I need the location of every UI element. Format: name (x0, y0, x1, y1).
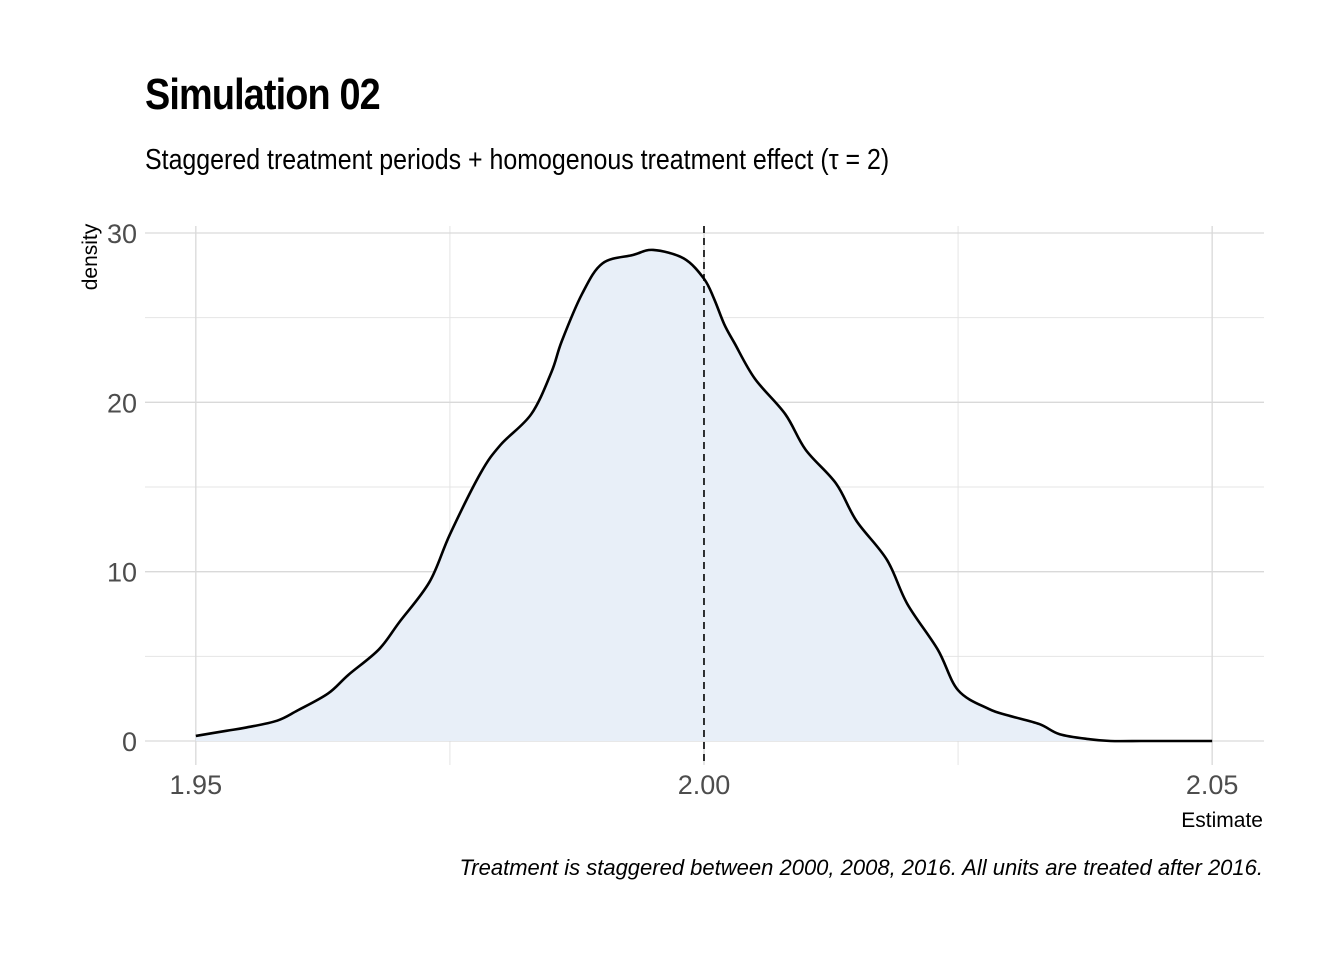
x-tick-label: 2.00 (678, 770, 731, 800)
x-axis-ticks: 1.95 2.00 2.05 (170, 770, 1239, 800)
chart-caption: Treatment is staggered between 2000, 200… (459, 855, 1263, 880)
chart-subtitle: Staggered treatment periods + homogenous… (145, 144, 890, 176)
chart-title: Simulation 02 (145, 70, 381, 119)
x-tick-label: 1.95 (170, 770, 223, 800)
y-tick-label: 20 (107, 388, 137, 418)
y-tick-label: 30 (107, 219, 137, 249)
y-axis-ticks: 0 10 20 30 (107, 219, 137, 757)
y-axis-label: density (79, 223, 102, 290)
y-tick-label: 10 (107, 558, 137, 588)
x-tick-label: 2.05 (1186, 770, 1239, 800)
x-axis-label: Estimate (1181, 809, 1263, 832)
density-curve (195, 248, 1213, 743)
y-tick-label: 0 (122, 727, 137, 757)
